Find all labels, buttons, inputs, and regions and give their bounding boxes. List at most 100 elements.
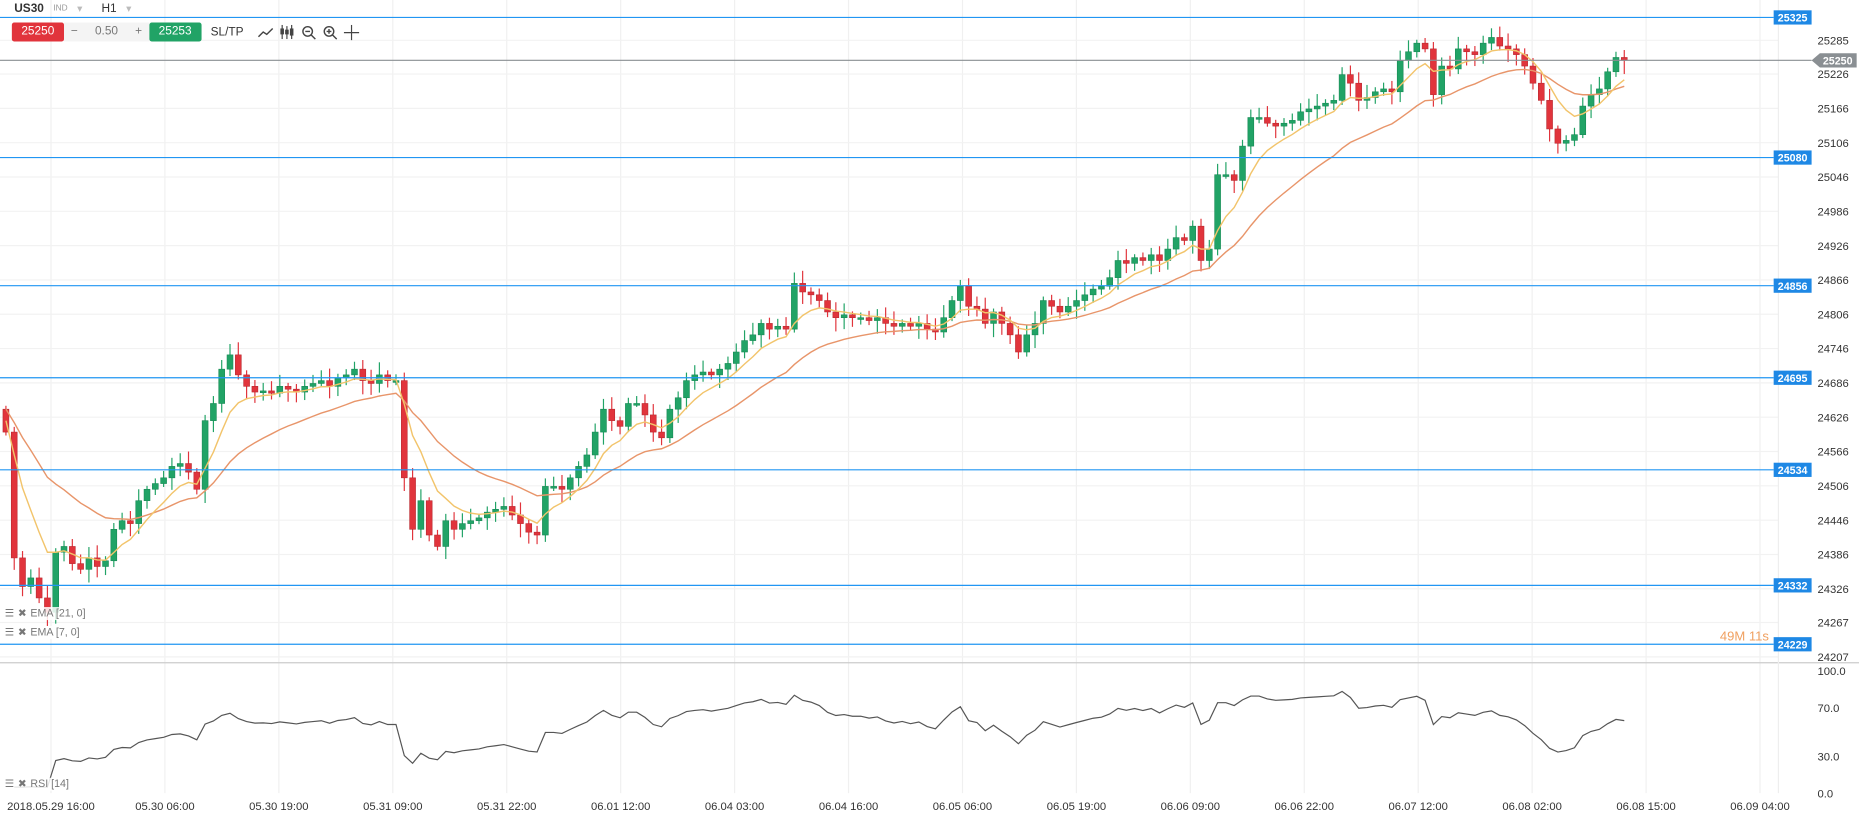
price-axis-label: 24446 bbox=[1818, 515, 1849, 527]
candle-bearish bbox=[1529, 65, 1537, 84]
level-price-label: 25325 bbox=[1778, 13, 1808, 25]
timeframe-dropdown-icon[interactable]: ▾ bbox=[126, 2, 132, 15]
crosshair-icon[interactable] bbox=[341, 23, 362, 42]
menu-icon[interactable]: ☰ bbox=[4, 777, 15, 790]
candle-bearish bbox=[658, 431, 665, 439]
menu-icon[interactable]: ☰ bbox=[4, 625, 15, 638]
candle-bearish bbox=[77, 563, 84, 570]
price-axis-label: 24626 bbox=[1818, 412, 1849, 424]
level-price-tag bbox=[1773, 150, 1812, 165]
price-axis-label: 25106 bbox=[1818, 138, 1849, 150]
lot-stepper[interactable]: − 0.50 + bbox=[63, 22, 150, 42]
level-price-tag bbox=[1773, 370, 1812, 385]
candle-bearish bbox=[1538, 82, 1545, 101]
candle-bearish bbox=[93, 557, 101, 567]
candle-bearish bbox=[425, 500, 433, 536]
remove-icon[interactable]: ✖ bbox=[17, 625, 27, 638]
candle-bullish bbox=[791, 283, 798, 330]
bar-countdown: 49M 11s bbox=[1720, 629, 1769, 644]
increase-button[interactable]: + bbox=[135, 24, 143, 38]
candle-bearish bbox=[981, 308, 989, 324]
candle-bearish bbox=[1504, 45, 1512, 50]
symbol-name[interactable]: US30 bbox=[14, 2, 44, 16]
timeframe-select[interactable]: H1 bbox=[101, 2, 117, 16]
candle-bullish bbox=[1455, 48, 1462, 70]
candle-bullish bbox=[135, 500, 142, 524]
candle-bullish bbox=[160, 477, 167, 484]
remove-icon[interactable]: ✖ bbox=[17, 777, 27, 790]
candle-bullish bbox=[741, 340, 748, 353]
sell-button[interactable]: 25250 bbox=[11, 22, 64, 42]
line-chart-icon[interactable] bbox=[255, 23, 276, 42]
candle-bullish bbox=[1255, 117, 1263, 120]
candle-bullish bbox=[1239, 145, 1246, 181]
candle-bullish bbox=[1313, 105, 1321, 110]
buy-button[interactable]: 25253 bbox=[149, 22, 202, 42]
candle-bullish bbox=[152, 483, 159, 490]
price-axis-label: 24386 bbox=[1818, 550, 1849, 562]
candle-bearish bbox=[616, 420, 624, 427]
candle-bullish bbox=[1114, 260, 1122, 278]
price-axis-label: 25285 bbox=[1818, 35, 1849, 47]
candle-bullish bbox=[52, 551, 59, 613]
candles-icon[interactable] bbox=[277, 23, 298, 42]
candle-bullish bbox=[417, 500, 425, 530]
candle-bullish bbox=[1064, 305, 1072, 313]
time-axis-label: 06.04 16:00 bbox=[819, 801, 878, 813]
candle-bullish bbox=[1280, 122, 1288, 127]
lot-value[interactable]: 0.50 bbox=[94, 24, 119, 38]
candle-bullish bbox=[318, 380, 325, 384]
time-axis-label: 05.30 19:00 bbox=[249, 801, 308, 813]
candle-bullish bbox=[1405, 51, 1412, 61]
candle-bearish bbox=[1006, 323, 1014, 336]
zoom-out-icon[interactable] bbox=[298, 23, 319, 42]
sltp-button[interactable]: SL/TP bbox=[210, 25, 244, 39]
remove-icon[interactable]: ✖ bbox=[17, 607, 27, 619]
symbol-type: IND bbox=[53, 4, 68, 14]
candle-bearish bbox=[799, 283, 806, 293]
menu-icon[interactable]: ☰ bbox=[4, 607, 15, 619]
candle-bearish bbox=[19, 557, 26, 587]
zoom-in-icon[interactable] bbox=[319, 23, 340, 42]
candle-bullish bbox=[1222, 174, 1230, 177]
candle-bearish bbox=[1554, 128, 1562, 144]
candle-bearish bbox=[450, 520, 458, 530]
candle-bullish bbox=[683, 380, 690, 399]
level-price-tag bbox=[1773, 462, 1812, 477]
level-price-label: 24856 bbox=[1778, 281, 1808, 293]
candle-bullish bbox=[1322, 102, 1329, 107]
candle-bearish bbox=[766, 323, 773, 330]
candle-bullish bbox=[168, 466, 176, 479]
candle-bullish bbox=[1305, 108, 1313, 113]
candle-bullish bbox=[1081, 294, 1089, 301]
candle-bearish bbox=[235, 354, 242, 376]
decrease-button[interactable]: − bbox=[70, 24, 78, 38]
indicator-rsi[interactable]: ☰ ✖ RSI [14] bbox=[4, 777, 69, 791]
candle-bullish bbox=[1023, 334, 1030, 353]
indicator-label: EMA [7, 0] bbox=[30, 625, 80, 638]
symbol-dropdown-icon[interactable]: ▾ bbox=[77, 2, 83, 15]
price-axis-label: 25226 bbox=[1818, 69, 1849, 81]
candle-bullish bbox=[1413, 42, 1421, 53]
candle-bearish bbox=[832, 311, 840, 318]
candle-bearish bbox=[127, 520, 134, 524]
candle-bearish bbox=[965, 285, 972, 307]
candle-bullish bbox=[1089, 288, 1097, 296]
candle-bullish bbox=[176, 463, 184, 467]
indicator-ema-21[interactable]: ☰ ✖ EMA [21, 0] bbox=[4, 607, 86, 621]
ema-line-7 bbox=[5, 48, 1625, 561]
candle-bullish bbox=[351, 368, 358, 376]
candle-bullish bbox=[840, 314, 848, 318]
candle-bullish bbox=[27, 577, 35, 587]
candle-bullish bbox=[757, 323, 765, 336]
indicator-label: RSI [14] bbox=[30, 777, 69, 790]
candle-bearish bbox=[641, 403, 649, 416]
indicator-ema-7[interactable]: ☰ ✖ EMA [7, 0] bbox=[4, 625, 80, 640]
candle-bearish bbox=[243, 374, 250, 387]
candle-bearish bbox=[268, 390, 275, 394]
candle-bullish bbox=[1247, 117, 1255, 147]
candle-bearish bbox=[525, 523, 533, 533]
price-axis-label: 24326 bbox=[1818, 584, 1849, 596]
candle-bullish bbox=[633, 403, 640, 406]
